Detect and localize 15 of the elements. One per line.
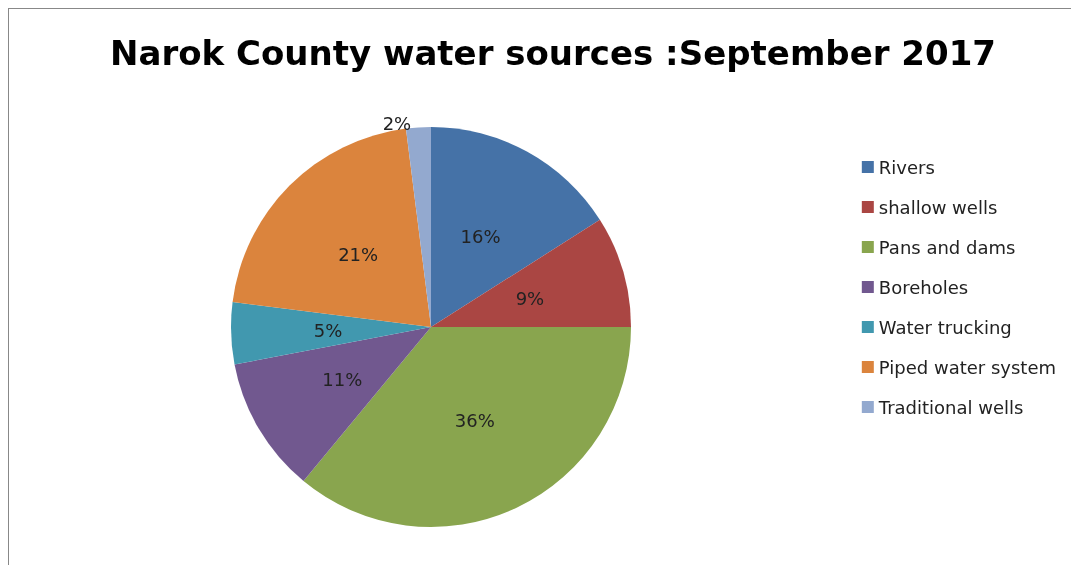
data-label: 36% [454, 409, 495, 431]
legend-label: Pans and dams [878, 236, 1016, 258]
legend-label: shallow wells [878, 196, 998, 218]
chart-title: Narok County water sources :September 2017 [110, 33, 996, 73]
data-label: 16% [460, 226, 501, 248]
data-label: 5% [313, 319, 343, 341]
legend-label: Traditional wells [877, 396, 1024, 418]
data-label: 21% [338, 243, 379, 265]
legend-label: Water trucking [878, 316, 1012, 338]
data-label: 11% [322, 368, 363, 390]
data-label: 2% [382, 112, 412, 134]
legend-label: Piped water system [878, 356, 1056, 378]
legend-label: Boreholes [878, 276, 969, 298]
data-label: 9% [515, 287, 545, 309]
legend-label: Rivers [878, 156, 935, 178]
